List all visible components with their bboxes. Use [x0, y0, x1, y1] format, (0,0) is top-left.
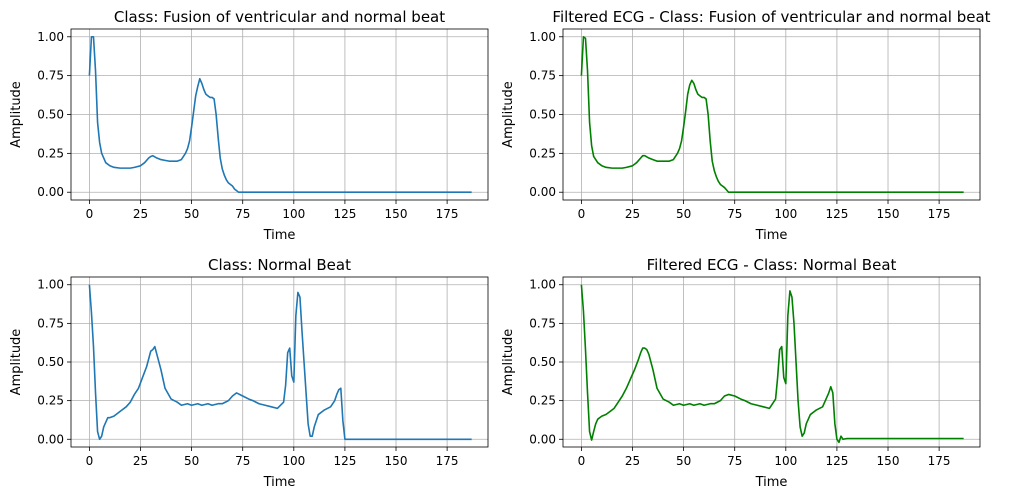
x-tick-label: 75: [235, 207, 250, 221]
x-tick-label: 100: [282, 207, 305, 221]
y-tick-label: 1.00: [37, 278, 64, 292]
chart-title: Filtered ECG - Class: Normal Beat: [647, 256, 897, 274]
x-axis-label: Time: [263, 228, 296, 243]
x-tick-label: 25: [625, 207, 640, 221]
subplot-1: 0 25 50 75 100 125 150 175 0.00 0.25 0.50 0.75 1.00 C…: [9, 8, 489, 243]
x-tick-label: 175: [928, 207, 951, 221]
x-tick-label: 175: [436, 207, 459, 221]
y-tick-label: 0.50: [37, 108, 64, 122]
x-tick-label: 175: [436, 454, 459, 468]
y-tick-label: 0.25: [529, 146, 556, 160]
chart-title: Filtered ECG - Class: Fusion of ventricu…: [552, 8, 990, 26]
x-tick-label: 0: [578, 454, 586, 468]
x-tick-label: 125: [333, 454, 356, 468]
y-axis-label: Amplitude: [9, 329, 24, 396]
x-tick-label: 175: [928, 454, 951, 468]
y-tick-label: 0.25: [37, 146, 64, 160]
x-tick-label: 100: [774, 207, 797, 221]
x-tick-label: 0: [578, 207, 586, 221]
x-tick-label: 0: [86, 454, 94, 468]
series-line: [580, 35, 964, 194]
y-tick-label: 1.00: [529, 30, 556, 44]
x-tick-label: 50: [184, 207, 199, 221]
y-axis-label: Amplitude: [501, 81, 516, 148]
y-tick-label: 0.75: [37, 69, 64, 83]
chart-title: Class: Normal Beat: [208, 256, 351, 274]
y-tick-label: 0.75: [529, 69, 556, 83]
x-tick-label: 150: [877, 207, 900, 221]
y-tick-label: 0.00: [37, 185, 64, 199]
y-tick-label: 0.50: [529, 108, 556, 122]
x-tick-label: 25: [625, 454, 640, 468]
y-tick-label: 0.75: [529, 316, 556, 330]
x-tick-label: 125: [825, 207, 848, 221]
x-tick-label: 75: [727, 207, 742, 221]
y-axis-label: Amplitude: [501, 329, 516, 396]
series-line: [88, 35, 472, 194]
x-tick-label: 50: [184, 454, 199, 468]
y-tick-label: 0.50: [37, 355, 64, 369]
y-tick-label: 0.00: [529, 432, 556, 446]
y-tick-label: 0.00: [529, 185, 556, 199]
y-tick-label: 1.00: [37, 30, 64, 44]
x-tick-label: 0: [86, 207, 94, 221]
x-tick-label: 100: [282, 454, 305, 468]
y-axis-label: Amplitude: [9, 81, 24, 148]
x-tick-label: 50: [676, 454, 691, 468]
chart-title: Class: Fusion of ventricular and normal …: [114, 8, 445, 26]
series-line: [580, 284, 964, 444]
x-tick-label: 125: [333, 207, 356, 221]
x-tick-label: 150: [385, 454, 408, 468]
x-tick-label: 75: [235, 454, 250, 468]
subplot-3: 0 25 50 75 100 125 150 175 0.00 0.25 0.50 0.75 1.00 C…: [9, 256, 489, 490]
y-tick-label: 0.75: [37, 316, 64, 330]
x-axis-label: Time: [755, 475, 788, 490]
series-line: [88, 284, 472, 441]
y-tick-label: 0.00: [37, 432, 64, 446]
x-tick-label: 100: [774, 454, 797, 468]
x-tick-label: 25: [133, 207, 148, 221]
x-tick-label: 50: [676, 207, 691, 221]
x-axis-label: Time: [263, 475, 296, 490]
x-tick-label: 125: [825, 454, 848, 468]
x-tick-label: 75: [727, 454, 742, 468]
subplot-2: 0 25 50 75 100 125 150 175 0.00 0.25 0.50 0.75 1.00 F…: [501, 8, 991, 243]
y-tick-label: 1.00: [529, 278, 556, 292]
x-tick-label: 150: [877, 454, 900, 468]
x-axis-label: Time: [755, 228, 788, 243]
y-tick-label: 0.25: [529, 394, 556, 408]
y-tick-label: 0.50: [529, 355, 556, 369]
y-tick-label: 0.25: [37, 394, 64, 408]
x-tick-label: 150: [385, 207, 408, 221]
subplot-4: 0 25 50 75 100 125 150 175 0.00 0.25 0.50 0.75 1.00 F…: [501, 256, 981, 490]
x-tick-label: 25: [133, 454, 148, 468]
